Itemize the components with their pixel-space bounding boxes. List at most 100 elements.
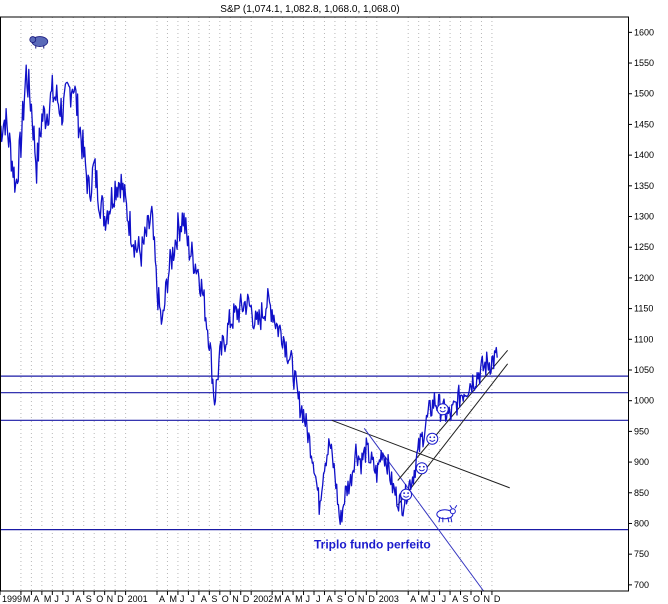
x-tick-label: A [33, 594, 39, 604]
trend-line [331, 419, 510, 489]
plot-frame [0, 16, 629, 592]
smiley-eye [439, 406, 442, 409]
smiley-icon [436, 403, 449, 416]
x-tick-label: S [86, 594, 92, 604]
y-tick-label: 800 [634, 518, 649, 528]
y-tick-label: 1350 [634, 181, 654, 191]
x-tick-label: 2002 [253, 594, 273, 604]
x-tick-label: A [159, 594, 165, 604]
x-tick-label: S [337, 594, 343, 604]
x-tick-label: M [295, 594, 303, 604]
smiley-face [415, 462, 428, 475]
x-tick-label: D [243, 594, 250, 604]
x-tick-label: J [431, 594, 436, 604]
x-tick-label: J [190, 594, 195, 604]
smiley-face [400, 488, 413, 501]
x-tick-label: J [316, 594, 321, 604]
x-tick-label: N [483, 594, 490, 604]
y-tick-label: 1600 [634, 27, 654, 37]
x-tick-label: M [23, 594, 31, 604]
x-tick-label: 2003 [379, 594, 399, 604]
y-tick-label: 1300 [634, 212, 654, 222]
x-tick-label: S [211, 594, 217, 604]
x-tick-label: N [232, 594, 239, 604]
x-tick-label: S [463, 594, 469, 604]
marker-layer [29, 36, 458, 523]
x-tick-label: A [201, 594, 207, 604]
y-tick-label: 950 [634, 426, 649, 436]
series-line [0, 64, 498, 525]
x-tick-label: J [306, 594, 311, 604]
smiley-face [436, 403, 449, 416]
trend-line [397, 363, 509, 506]
x-tick-label: N [358, 594, 365, 604]
x-tick-label: 2001 [128, 594, 148, 604]
y-tick-label: 1100 [634, 334, 653, 344]
y-tick-label: 1050 [634, 365, 654, 375]
smiley-eye [418, 465, 421, 468]
x-tick-label: J [180, 594, 185, 604]
smiley-eye [407, 492, 410, 495]
y-axis-ticks: 700 750 800 850 900 950 1000 1050 1100 1150 1200 12… [628, 27, 654, 590]
x-tick-label: J [442, 594, 447, 604]
x-tick-label: D [368, 594, 375, 604]
x-tick-label: N [107, 594, 114, 604]
smiley-face [426, 432, 439, 445]
x-tick-label: J [65, 594, 70, 604]
bull-icon [436, 504, 458, 523]
x-tick-label: M [421, 594, 429, 604]
x-tick-label: A [410, 594, 416, 604]
smiley-icon [426, 432, 439, 445]
x-tick-label: M [44, 594, 52, 604]
y-tick-label: 1450 [634, 119, 654, 129]
x-tick-label: O [347, 594, 354, 604]
y-tick-label: 1500 [634, 89, 654, 99]
annotation-triplo-fundo: Triplo fundo perfeito [314, 538, 431, 552]
x-tick-label: A [75, 594, 81, 604]
smiley-eye [443, 406, 446, 409]
smiley-mouth [402, 495, 410, 498]
y-tick-label: 1000 [634, 396, 654, 406]
y-tick-label: 1200 [634, 273, 654, 283]
smiley-eye [422, 465, 425, 468]
trend-line [363, 428, 484, 592]
x-tick-label: A [285, 594, 291, 604]
x-tick-label: M [274, 594, 282, 604]
bull-horns [449, 504, 458, 509]
x-tick-label: D [117, 594, 124, 604]
x-tick-label: A [452, 594, 458, 604]
smiley-mouth [439, 410, 446, 413]
y-tick-label: 850 [634, 488, 649, 498]
smiley-eye [403, 492, 406, 495]
x-tick-label: 1999 [2, 594, 22, 604]
y-tick-label: 1150 [634, 304, 653, 314]
bull-head [449, 508, 456, 515]
vertical-grid [0, 17, 493, 591]
y-tick-label: 700 [634, 580, 649, 590]
plot-border [0, 16, 629, 592]
x-tick-label: O [96, 594, 103, 604]
x-tick-label: M [169, 594, 177, 604]
y-tick-label: 900 [634, 457, 649, 467]
smiley-mouth [429, 439, 436, 442]
y-tick-label: 750 [634, 549, 649, 559]
bear-icon [29, 36, 49, 49]
series-layer [0, 64, 498, 525]
bull-legs [438, 517, 453, 523]
bear-head [29, 36, 37, 43]
y-tick-label: 1550 [634, 58, 654, 68]
smiley-eye [433, 436, 436, 439]
smiley-icon [415, 462, 428, 475]
chart-title: S&P (1,074.1, 1,082.8, 1,068.0, 1,068.0) [220, 4, 399, 15]
trend-lines [331, 350, 510, 592]
smiley-mouth [418, 469, 425, 472]
smiley-icon [400, 488, 413, 501]
horizontal-support-lines [0, 375, 628, 531]
x-tick-label: A [326, 594, 332, 604]
x-tick-label: O [473, 594, 480, 604]
y-tick-label: 1400 [634, 150, 654, 160]
x-tick-label: O [222, 594, 229, 604]
y-tick-label: 1250 [634, 242, 654, 252]
smiley-eye [429, 436, 432, 439]
